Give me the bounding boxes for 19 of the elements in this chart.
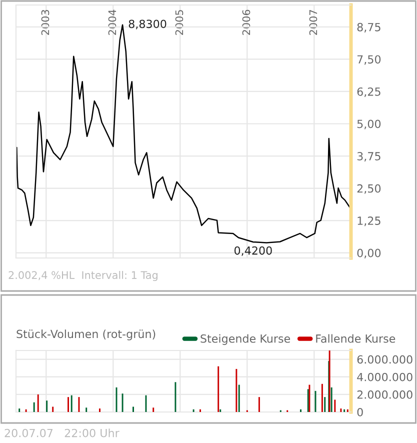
y-tick-label: 6,25 [357,87,380,97]
legend-label: Steigende Kurse [200,334,290,345]
y-tick-label: 2.000.000 [357,390,412,399]
y-tick-label: 6.000.000 [357,355,412,364]
y-tick-label: 4.000.000 [357,372,412,382]
y-tick-label: 0 [357,408,363,416]
y-tick-label: 0,00 [357,248,381,258]
y-tick-label: 8,75 [357,22,380,32]
y-tick-label: 2,50 [357,184,381,194]
y-tick-label: 3,75 [357,152,380,162]
y-tick-label: 1,25 [358,216,380,226]
y-tick-label: 5,00 [357,120,381,130]
y-tick-label: 7,50 [357,55,381,65]
annotation: 0,4200 [234,246,272,256]
chart-title: Stück-Volumen (rot-grün) [16,330,156,340]
legend-label: Fallende Kurse [316,334,396,343]
text: 2.002,4 %HL Intervall: 1 Tag [8,270,158,282]
annotation: 8,8300 [128,20,166,30]
text: 20.07.07 22:00 Uhr [4,428,120,438]
